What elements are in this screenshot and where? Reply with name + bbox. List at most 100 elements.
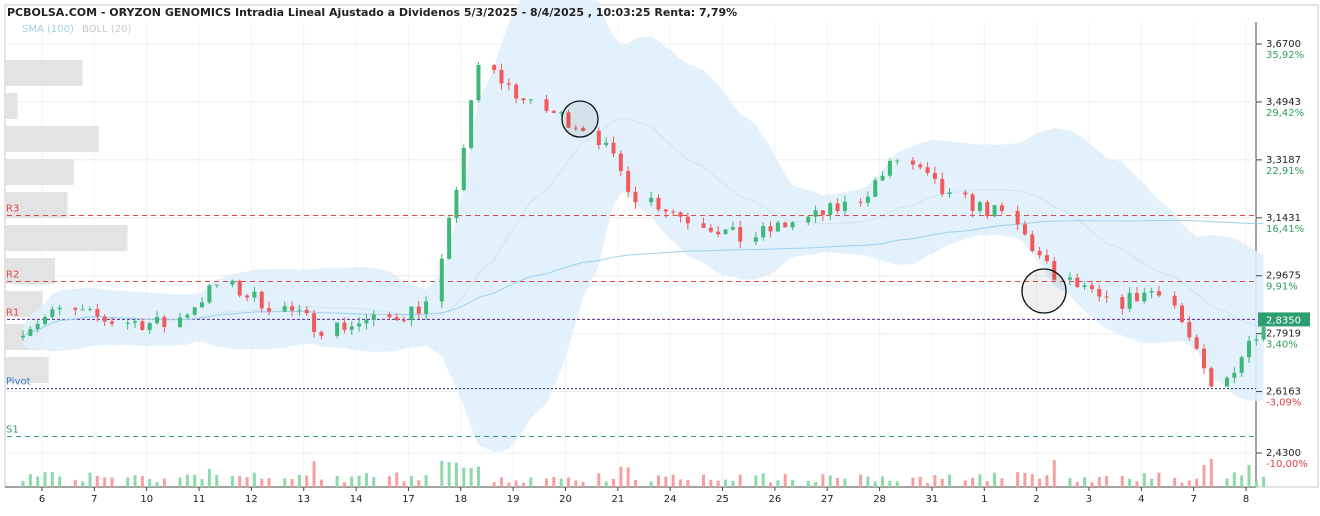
x-tick-label: 11 <box>193 494 206 505</box>
volume-bar <box>462 467 466 487</box>
volume-bar <box>1023 472 1027 487</box>
volume-bar <box>148 478 152 487</box>
candle-body <box>110 321 115 324</box>
volume-bar <box>597 473 601 487</box>
volume-profile-bar <box>5 60 83 86</box>
sma-line <box>22 219 1264 337</box>
candle-body <box>1156 291 1161 296</box>
y-tick-percent: 9,91% <box>1266 282 1298 293</box>
volume-profile <box>5 60 128 383</box>
volume-bar <box>507 482 511 487</box>
candle-body <box>685 216 690 224</box>
volume-profile-bar <box>5 258 55 284</box>
volume-bar <box>933 474 937 487</box>
volume-bar <box>447 462 451 487</box>
x-tick-label: 7 <box>1190 494 1196 505</box>
x-tick-label: 27 <box>821 494 834 505</box>
candle-body <box>1187 321 1192 338</box>
candle-body <box>1225 377 1229 387</box>
volume-bar <box>1150 478 1154 487</box>
volume-bar <box>716 480 720 487</box>
volume-bar <box>679 479 683 487</box>
volume-bar <box>702 474 706 487</box>
candle-body <box>1127 292 1132 309</box>
volume-bar <box>948 474 952 487</box>
y-tick-label: 3,4943 <box>1266 97 1301 108</box>
volume-bar <box>126 477 130 487</box>
volume-bar <box>454 462 458 487</box>
x-tick-label: 19 <box>507 494 520 505</box>
candle-body <box>214 284 219 286</box>
candle-body <box>775 222 780 232</box>
volume-bar <box>1202 465 1206 487</box>
candle-body <box>618 153 623 171</box>
y-tick-percent: -10,00% <box>1266 459 1308 470</box>
volume-bar <box>283 478 287 487</box>
candle-body <box>1254 339 1259 341</box>
candle-body <box>895 160 900 162</box>
volume-bar <box>633 480 637 487</box>
volume-bar <box>649 481 653 487</box>
volume-bar <box>828 475 832 487</box>
x-tick-label: 26 <box>769 494 782 505</box>
candle-body <box>963 192 968 195</box>
x-tick-label: 21 <box>611 494 624 505</box>
candle-body <box>461 147 466 190</box>
y-tick-label: 3,3187 <box>1266 155 1301 166</box>
x-tick-label: 25 <box>716 494 729 505</box>
volume-bar <box>866 476 870 487</box>
volume-bar <box>200 479 204 487</box>
volume-bar <box>417 480 421 487</box>
candle-body <box>738 227 743 242</box>
volume-bar <box>238 476 242 487</box>
candle-body <box>730 227 735 230</box>
x-tick-label: 31 <box>926 494 939 505</box>
volume-profile-bar <box>5 126 99 152</box>
candle-body <box>596 130 601 146</box>
volume-bar <box>836 478 840 487</box>
volume-bar <box>207 468 211 487</box>
candle-body <box>1179 305 1184 322</box>
candle-body <box>544 99 549 111</box>
y-tick-percent: 29,42% <box>1266 108 1304 119</box>
volume-bar <box>1038 478 1042 487</box>
x-tick-label: 10 <box>140 494 153 505</box>
volume-bar <box>409 476 413 487</box>
volume-bar <box>1045 475 1049 487</box>
volume-bar <box>1247 465 1251 487</box>
volume-bar <box>978 474 982 487</box>
volume-bar <box>529 477 533 487</box>
candle-body <box>985 202 990 217</box>
candle-body <box>50 309 55 318</box>
legend-boll: BOLL (20) <box>82 24 132 35</box>
y-tick-percent: 3,40% <box>1266 340 1298 351</box>
candle-body <box>35 323 40 330</box>
volume-bar <box>814 482 818 487</box>
level-label: R1 <box>6 307 19 318</box>
candle-body <box>140 321 145 330</box>
candle-body <box>678 212 683 217</box>
x-tick-label: 18 <box>454 494 467 505</box>
volume-bar <box>267 478 271 487</box>
volume-bar <box>1000 478 1004 487</box>
volume-bar <box>140 476 144 487</box>
candle-body <box>783 222 788 228</box>
volume-bar <box>738 474 742 487</box>
last-price-tag: 2,8350 <box>1258 312 1310 327</box>
candle-body <box>1142 292 1147 302</box>
y-tick-label: 3,6700 <box>1266 39 1301 50</box>
candle-body <box>506 83 511 85</box>
candle-body <box>633 191 638 203</box>
candle-body <box>761 226 766 238</box>
volume-bar <box>492 482 496 487</box>
volume-bar <box>581 481 585 487</box>
candle-body <box>185 314 190 318</box>
candle-body <box>335 322 340 336</box>
volume-bar <box>709 479 713 487</box>
candle-body <box>1194 337 1199 349</box>
candle-body <box>656 197 661 210</box>
candle-body <box>663 209 668 212</box>
volume-bar <box>50 472 54 487</box>
candle-body <box>1209 368 1214 387</box>
volume-bar <box>724 479 728 487</box>
